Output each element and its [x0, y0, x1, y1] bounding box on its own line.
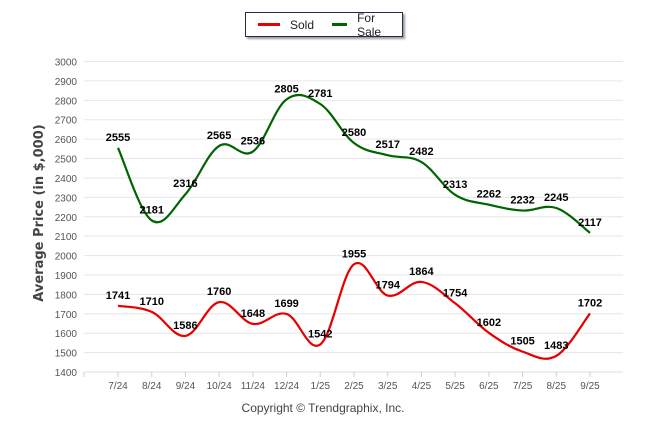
gridlines — [84, 61, 623, 373]
data-label-for-sale: 2482 — [409, 146, 433, 158]
y-axis-label: Average Price (in $,000) — [32, 124, 47, 301]
series-line-for-sale — [117, 93, 591, 234]
y-tick-label: 2500 — [55, 155, 78, 166]
data-label-for-sale: 2245 — [544, 192, 568, 204]
data-label-for-sale: 2316 — [173, 178, 197, 190]
data-labels: 1741 1710 1586 1760 1648 1699 1542 1955 1794 1864… — [106, 83, 602, 352]
data-label-for-sale: 2117 — [578, 217, 602, 229]
x-tick-label: 7/25 — [513, 381, 533, 392]
data-label-sold: 1602 — [477, 317, 501, 329]
x-tick-label: 4/25 — [412, 381, 432, 392]
x-tick-label: 11/24 — [241, 381, 266, 392]
data-label-for-sale: 2232 — [510, 195, 534, 207]
data-label-for-sale: 2580 — [342, 127, 366, 139]
data-label-sold: 1586 — [173, 320, 197, 332]
data-label-sold: 1648 — [241, 308, 265, 320]
x-tick-label: 6/25 — [479, 381, 499, 392]
y-tick-label: 2200 — [55, 213, 78, 224]
y-tick-label: 2800 — [55, 96, 78, 107]
data-label-for-sale: 2517 — [375, 139, 399, 151]
legend-item-for-sale[interactable]: For Sale — [332, 11, 388, 39]
legend-swatch-for-sale — [332, 23, 348, 26]
data-label-sold: 1505 — [510, 336, 534, 348]
series-group — [117, 93, 591, 360]
data-label-sold: 1955 — [342, 248, 366, 260]
legend-swatch-sold — [258, 23, 280, 26]
y-tick-label: 1600 — [55, 329, 78, 340]
data-label-sold: 1542 — [308, 328, 332, 340]
data-label-for-sale: 2565 — [207, 130, 231, 142]
data-label-for-sale: 2313 — [443, 179, 467, 191]
y-tick-label: 1500 — [55, 349, 78, 360]
series-line-sold — [117, 261, 591, 360]
y-tick-label: 1400 — [55, 368, 78, 379]
x-axis: 7/24 8/24 9/24 10/24 11/24 12/24 1/25 2/25 3/25 4… — [83, 371, 623, 392]
data-label-sold: 1754 — [443, 287, 468, 299]
y-tick-label: 2700 — [55, 116, 78, 127]
y-tick-label: 2300 — [55, 193, 78, 204]
x-tick-label: 12/24 — [274, 381, 299, 392]
x-tick-label: 10/24 — [207, 381, 232, 392]
y-axis: 1400 1500 1600 1700 1800 1900 2000 2100 2200 2300… — [55, 58, 78, 380]
data-label-sold: 1702 — [578, 297, 602, 309]
data-label-for-sale: 2805 — [274, 83, 298, 95]
x-tick-label: 2/25 — [344, 381, 364, 392]
data-label-for-sale: 2536 — [241, 136, 265, 148]
data-label-sold: 1794 — [375, 280, 400, 292]
data-label-sold: 1710 — [139, 296, 163, 308]
y-tick-label: 1900 — [55, 271, 78, 282]
legend: Sold For Sale — [245, 11, 403, 39]
y-tick-label: 1800 — [55, 290, 78, 301]
y-tick-label: 3000 — [55, 58, 78, 69]
x-tick-label: 9/24 — [176, 381, 196, 392]
y-tick-label: 2600 — [55, 135, 78, 146]
x-tick-label: 1/25 — [311, 381, 331, 392]
data-label-for-sale: 2555 — [106, 132, 130, 144]
x-tick-label: 3/25 — [378, 381, 398, 392]
data-label-for-sale: 2181 — [139, 204, 163, 216]
data-label-sold: 1760 — [207, 286, 231, 298]
data-label-sold: 1483 — [544, 340, 568, 352]
data-label-sold: 1699 — [274, 298, 298, 310]
legend-item-sold[interactable]: Sold — [258, 18, 314, 32]
legend-label-for-sale: For Sale — [357, 10, 382, 39]
y-tick-label: 2100 — [55, 232, 78, 243]
y-tick-label: 1700 — [55, 310, 78, 321]
x-tick-label: 8/25 — [547, 381, 567, 392]
data-label-for-sale: 2781 — [308, 88, 332, 100]
x-tick-label: 7/24 — [108, 381, 128, 392]
x-tick-label: 9/25 — [580, 381, 600, 392]
y-tick-label: 2000 — [55, 252, 78, 263]
y-tick-label: 2400 — [55, 174, 78, 185]
legend-label-sold: Sold — [290, 17, 315, 32]
data-label-for-sale: 2262 — [477, 189, 501, 201]
x-tick-label: 8/24 — [142, 381, 162, 392]
data-label-sold: 1741 — [106, 290, 130, 302]
x-tick-label: 5/25 — [445, 381, 465, 392]
data-label-sold: 1864 — [409, 266, 434, 278]
copyright-text: Copyright © Trendgraphix, Inc. — [241, 401, 405, 415]
y-tick-label: 2900 — [55, 77, 78, 88]
